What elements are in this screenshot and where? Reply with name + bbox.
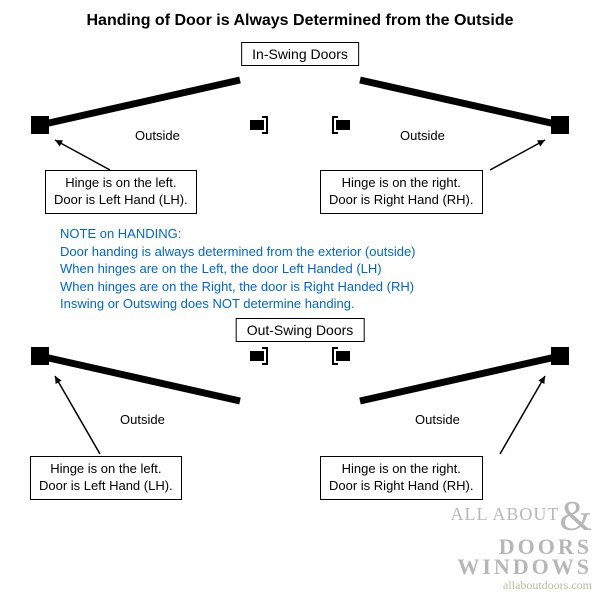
caption-line: Hinge is on the right. bbox=[329, 175, 474, 192]
caption-inswing-left: Hinge is on the left. Door is Left Hand … bbox=[45, 170, 197, 214]
note-line: Inswing or Outswing does NOT determine h… bbox=[60, 295, 540, 313]
caption-line: Door is Left Hand (LH). bbox=[54, 192, 188, 209]
watermark-line1: ALL ABOUT bbox=[451, 504, 560, 524]
note-line: When hinges are on the Left, the door Le… bbox=[60, 260, 540, 278]
caption-line: Hinge is on the left. bbox=[39, 461, 173, 478]
page-title: Handing of Door is Always Determined fro… bbox=[0, 0, 600, 30]
caption-inswing-right: Hinge is on the right. Door is Right Han… bbox=[320, 170, 483, 214]
note-line: Door handing is always determined from t… bbox=[60, 243, 540, 261]
watermark-url: allaboutdoors.com bbox=[503, 578, 592, 592]
caption-line: Door is Left Hand (LH). bbox=[39, 478, 173, 495]
watermark: ALL ABOUT& DOORS WINDOWS allaboutdoors.c… bbox=[451, 499, 593, 592]
outside-label-inswing-right: Outside bbox=[400, 128, 445, 143]
caption-line: Door is Right Hand (RH). bbox=[329, 192, 474, 209]
caption-line: Hinge is on the left. bbox=[54, 175, 188, 192]
outside-label-outswing-right: Outside bbox=[415, 412, 460, 427]
inswing-section-label: In-Swing Doors bbox=[241, 42, 359, 66]
watermark-line2b: WINDOWS bbox=[457, 554, 592, 579]
note-heading: NOTE on HANDING: bbox=[60, 225, 540, 243]
note-line: When hinges are on the Right, the door i… bbox=[60, 278, 540, 296]
outswing-diagram-svg bbox=[0, 346, 600, 466]
caption-outswing-right: Hinge is on the right. Door is Right Han… bbox=[320, 456, 483, 500]
handing-note: NOTE on HANDING: Door handing is always … bbox=[60, 225, 540, 313]
outside-label-inswing-left: Outside bbox=[135, 128, 180, 143]
outside-label-outswing-left: Outside bbox=[120, 412, 165, 427]
caption-line: Hinge is on the right. bbox=[329, 461, 474, 478]
watermark-ampersand: & bbox=[559, 499, 592, 537]
caption-line: Door is Right Hand (RH). bbox=[329, 478, 474, 495]
outswing-diagram-row: Outside Outside bbox=[0, 346, 600, 466]
outswing-section-label: Out-Swing Doors bbox=[236, 318, 365, 342]
caption-outswing-left: Hinge is on the left. Door is Left Hand … bbox=[30, 456, 182, 500]
